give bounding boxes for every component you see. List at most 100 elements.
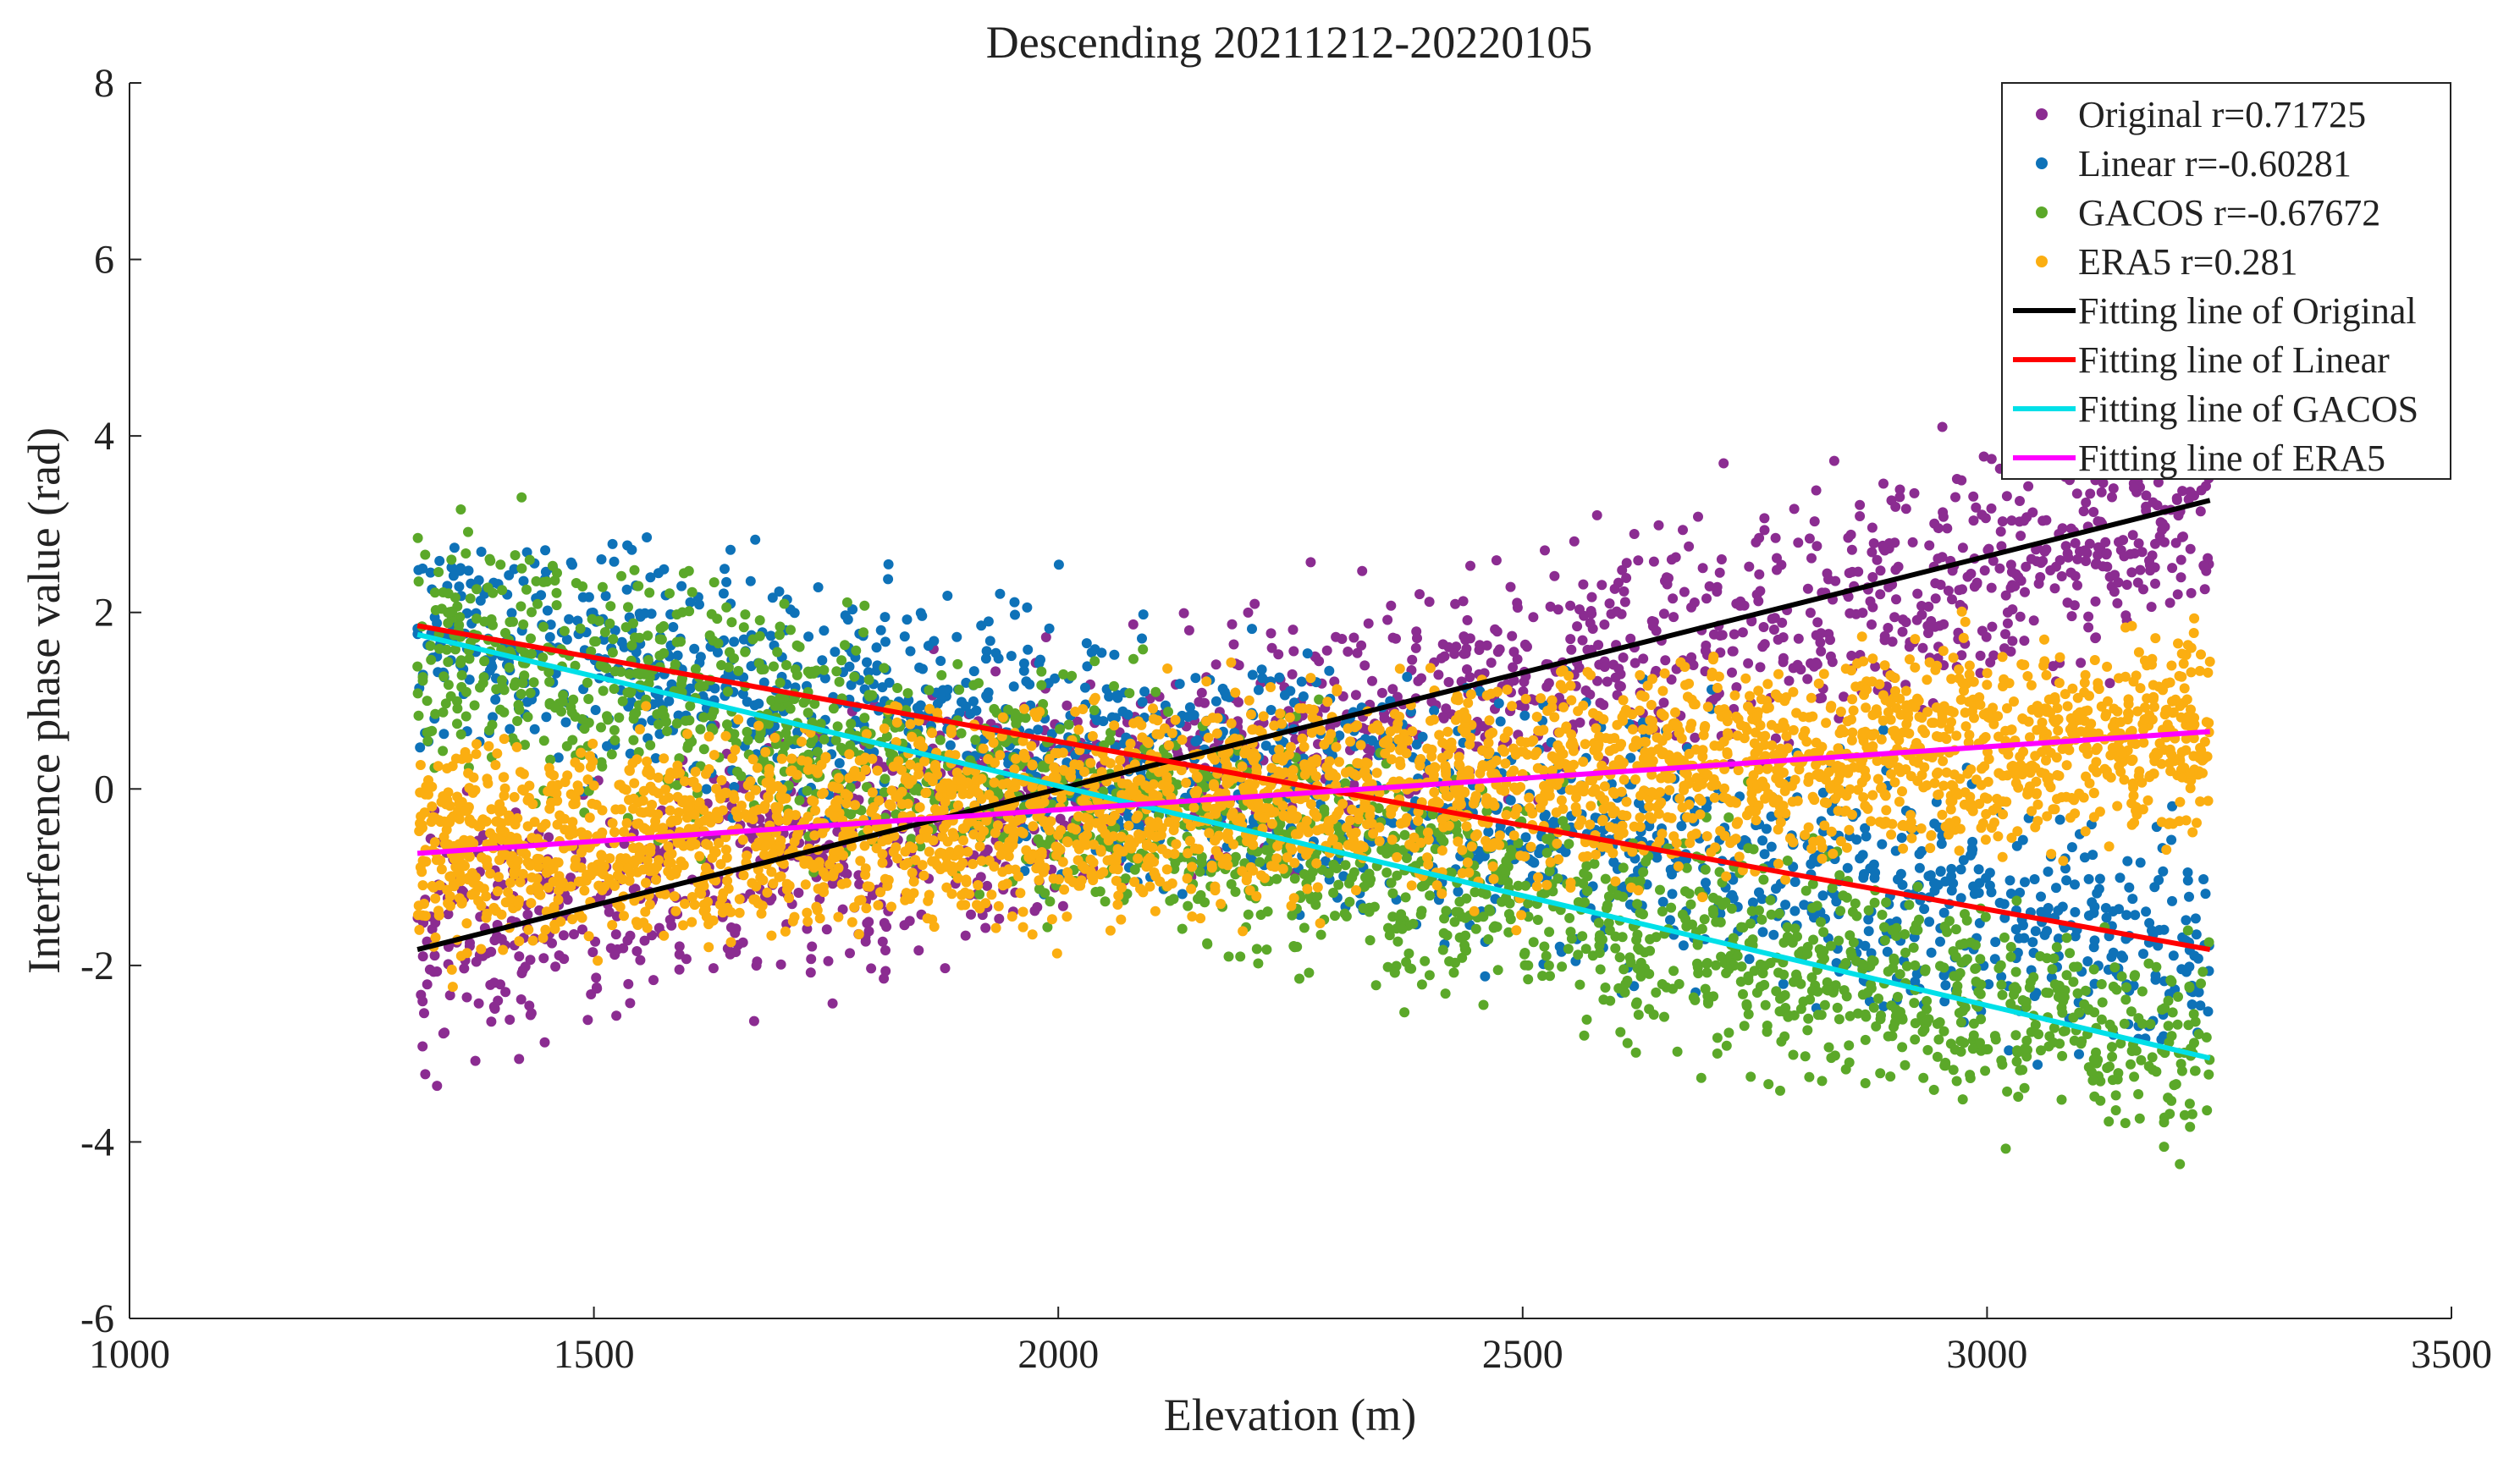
point-gacos xyxy=(1635,907,1646,918)
point-original xyxy=(877,936,888,947)
point-linear xyxy=(664,696,675,707)
point-gacos xyxy=(544,676,555,687)
point-original xyxy=(1183,625,1194,636)
point-gacos xyxy=(1975,954,1986,965)
point-original xyxy=(1591,509,1602,520)
point-linear xyxy=(544,631,555,642)
point-original xyxy=(1950,492,1960,503)
point-gacos xyxy=(2110,1090,2121,1101)
point-gacos xyxy=(1971,977,1982,987)
point-gacos xyxy=(1703,996,1713,1007)
point-gacos xyxy=(1404,963,1415,974)
point-gacos xyxy=(1492,922,1503,933)
point-original xyxy=(2006,515,2017,526)
point-linear xyxy=(871,642,882,653)
point-gacos xyxy=(1330,911,1340,922)
point-gacos xyxy=(525,687,536,698)
point-original xyxy=(625,998,636,1009)
point-linear xyxy=(1744,954,1755,965)
point-gacos xyxy=(1519,948,1530,958)
point-original xyxy=(2133,538,2144,549)
point-gacos xyxy=(687,586,698,597)
point-linear xyxy=(983,616,994,627)
point-original xyxy=(1956,475,1967,486)
point-linear xyxy=(1177,889,1188,900)
point-linear xyxy=(2066,842,2077,853)
point-linear xyxy=(596,554,607,564)
point-gacos xyxy=(794,795,805,806)
point-original xyxy=(1934,620,1945,631)
point-original xyxy=(562,894,573,905)
point-gacos xyxy=(1223,951,1234,962)
point-gacos xyxy=(422,735,433,746)
point-gacos xyxy=(2119,1018,2130,1029)
point-linear xyxy=(2030,926,2041,937)
point-gacos xyxy=(609,735,620,746)
point-gacos xyxy=(1847,906,1858,917)
point-original xyxy=(1178,608,1189,619)
point-gacos xyxy=(723,662,734,673)
point-linear xyxy=(767,592,778,603)
point-gacos xyxy=(1304,967,1315,978)
point-gacos xyxy=(1891,931,1902,941)
point-linear xyxy=(1417,731,1428,742)
point-linear xyxy=(1780,900,1791,911)
point-gacos xyxy=(1544,927,1555,938)
point-original xyxy=(2112,597,2123,608)
point-gacos xyxy=(2183,1020,2194,1031)
point-original xyxy=(443,909,454,920)
point-gacos xyxy=(1817,1076,1828,1087)
point-gacos xyxy=(2130,970,2141,981)
point-linear xyxy=(1857,850,1868,861)
point-linear xyxy=(1483,827,1494,838)
point-gacos xyxy=(601,663,612,674)
point-gacos xyxy=(538,735,549,746)
point-original xyxy=(1743,658,1754,669)
point-gacos xyxy=(1723,1027,1734,1038)
point-gacos xyxy=(2166,1031,2177,1042)
point-original xyxy=(1769,613,1780,624)
point-original xyxy=(2135,564,2146,575)
point-linear xyxy=(968,696,979,707)
point-gacos xyxy=(849,671,860,682)
point-original xyxy=(737,937,748,948)
point-gacos xyxy=(1879,922,1889,933)
point-gacos xyxy=(1314,694,1325,705)
point-linear xyxy=(1137,696,1148,707)
point-gacos xyxy=(2059,992,2070,1003)
point-linear xyxy=(1761,823,1772,834)
point-gacos xyxy=(487,719,498,730)
point-original xyxy=(1462,614,1473,625)
point-original xyxy=(2000,590,2011,601)
point-gacos xyxy=(2083,1004,2094,1015)
point-gacos xyxy=(471,584,482,595)
point-gacos xyxy=(1034,883,1045,894)
point-original xyxy=(1666,674,1677,685)
point-linear xyxy=(1298,691,1309,702)
point-gacos xyxy=(547,560,558,571)
point-original xyxy=(591,982,602,993)
point-linear xyxy=(2124,882,2135,893)
point-gacos xyxy=(1128,653,1139,664)
point-original xyxy=(1614,680,1625,691)
point-gacos xyxy=(438,746,449,757)
point-gacos xyxy=(659,647,670,658)
point-gacos xyxy=(1600,982,1611,993)
point-original xyxy=(1716,554,1727,564)
point-original xyxy=(1577,635,1588,646)
point-original xyxy=(1616,608,1627,619)
point-linear xyxy=(2027,937,2038,948)
point-linear xyxy=(846,680,857,691)
point-original xyxy=(1619,597,1630,608)
point-gacos xyxy=(1741,999,1752,1010)
point-gacos xyxy=(831,666,842,677)
point-original xyxy=(524,1000,535,1011)
point-gacos xyxy=(1095,886,1106,897)
point-original xyxy=(422,979,433,990)
point-original xyxy=(1846,544,1857,555)
point-gacos xyxy=(1932,1051,1943,1062)
point-gacos xyxy=(559,625,570,636)
point-gacos xyxy=(568,694,579,705)
point-gacos xyxy=(599,627,610,637)
point-original xyxy=(1889,612,1900,623)
